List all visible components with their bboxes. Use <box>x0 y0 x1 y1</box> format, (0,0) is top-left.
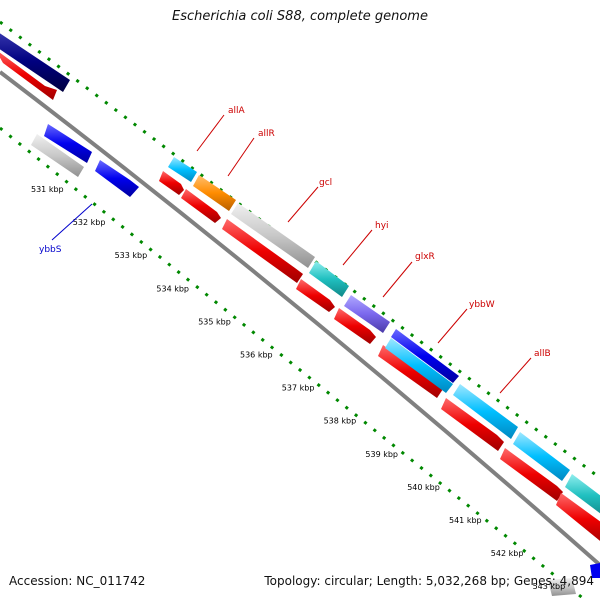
cds-teal-hyi <box>309 261 349 297</box>
cds-arrow <box>181 189 221 223</box>
other-strand-track <box>31 124 600 596</box>
cds-grey <box>31 134 84 177</box>
cds-arrow <box>0 52 57 100</box>
cds-arrow <box>378 345 443 398</box>
forward-strand-track <box>0 33 600 514</box>
kbp-tick-label: 531 kbp <box>31 185 64 194</box>
gene-callout-line <box>196 114 225 152</box>
cds-arrow <box>222 219 303 283</box>
kbp-tick-label: 538 kbp <box>324 417 357 426</box>
cds-arrow <box>441 398 504 451</box>
gene-labels: allA allR gcl hyi glxR ybbW allB ybbS <box>39 106 551 394</box>
kbp-tick-label: 542 kbp <box>491 549 524 558</box>
reverse-strand-track <box>0 52 600 541</box>
cds-lightblue-ybbw <box>385 338 453 393</box>
genome-summary: Topology: circular; Length: 5,032,268 bp… <box>264 574 594 588</box>
gene-callout-line <box>342 229 373 266</box>
gene-callout-line <box>382 261 413 298</box>
gene-callout-line <box>287 186 319 223</box>
cds-orange-allr <box>193 175 236 211</box>
gene-label-ybbs: ybbS <box>39 245 62 255</box>
cds-arrow <box>500 448 563 501</box>
gene-callout-line <box>227 137 255 177</box>
accession-label: Accession: NC_011742 <box>9 574 146 588</box>
kbp-tick-label: 540 kbp <box>407 483 440 492</box>
gene-label-ybbw: ybbW <box>469 300 495 310</box>
gene-label-alla: allA <box>228 106 246 116</box>
kbp-tick-label: 543 kbp <box>533 582 566 591</box>
gene-label-gcl: gcl <box>319 178 332 188</box>
kbp-tick-label: 539 kbp <box>365 450 398 459</box>
cds-navy <box>0 33 70 92</box>
cds-purple-glxr <box>344 295 390 333</box>
gene-callout-line <box>499 357 532 394</box>
kbp-ticks: 531 kbp 532 kbp 533 kbp 534 kbp 535 kbp 536 k… <box>31 185 565 591</box>
cds-blue-ybbw <box>391 329 459 383</box>
kbp-tick-label: 534 kbp <box>156 284 189 293</box>
cds-grey <box>548 578 576 596</box>
gene-callout-line <box>437 308 468 344</box>
gene-label-allr: allR <box>258 129 275 139</box>
cds-arrow <box>334 308 376 344</box>
cds-lightblue-allb <box>453 384 518 439</box>
kbp-tick-label: 537 kbp <box>282 384 315 393</box>
gene-label-hyi: hyi <box>375 221 389 231</box>
cds-blue-ybbs <box>44 124 92 163</box>
cds-arrow <box>159 171 184 195</box>
cds-lightblue-alla <box>168 157 197 182</box>
gene-label-allb: allB <box>534 349 551 359</box>
kbp-tick-label: 533 kbp <box>115 251 148 260</box>
cds-blue <box>95 160 139 197</box>
cds-lightblue <box>513 432 570 481</box>
kbp-tick-label: 536 kbp <box>240 351 273 360</box>
gc-skew-track <box>0 126 588 600</box>
cds-teal <box>565 474 600 514</box>
cds-arrow <box>296 279 335 312</box>
gene-callout-line <box>51 203 93 241</box>
cds-grey-gcl <box>231 203 315 268</box>
kbp-tick-label: 541 kbp <box>449 516 482 525</box>
cds-arrow <box>556 493 600 541</box>
kbp-tick-label: 532 kbp <box>73 218 106 227</box>
page-title: Escherichia coli S88, complete genome <box>172 9 428 24</box>
genome-backbone <box>0 70 600 567</box>
kbp-tick-label: 535 kbp <box>198 317 231 326</box>
gene-label-glxr: glxR <box>415 252 435 262</box>
cds-blue <box>590 563 600 578</box>
